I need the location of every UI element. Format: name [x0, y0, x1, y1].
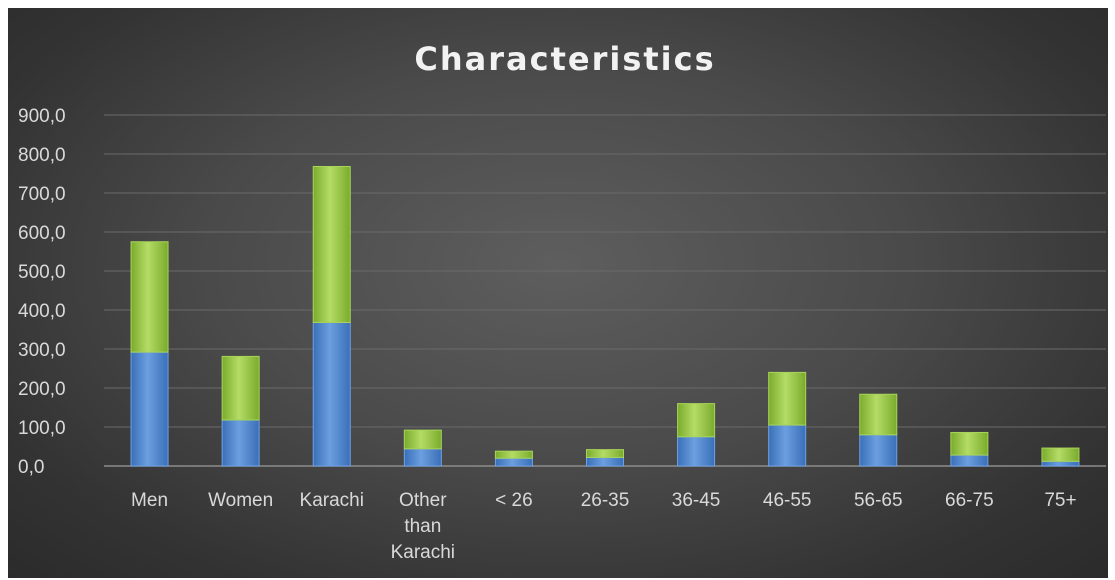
bar-segment-2 [130, 241, 169, 353]
y-tick-label: 700,0 [18, 184, 66, 205]
y-tick-label: 100,0 [18, 418, 66, 439]
bar-segment-2 [403, 429, 442, 450]
bar-segment-1 [312, 321, 351, 467]
category-label: 66-75 [945, 490, 994, 511]
x-axis-category-labels: Men Women Karachi Other than Karachi < 26 26-35… [131, 490, 1077, 563]
bar-segment-1 [494, 457, 533, 467]
y-axis-tick-labels: 0,0 100,0 200,0 300,0 400,0 500,0 600,0 700,0 80… [18, 106, 66, 478]
bar-segment-2 [768, 371, 807, 426]
bar-segment-1 [221, 419, 260, 467]
category-label: 26-35 [581, 490, 630, 511]
bar-segment-2 [859, 393, 898, 436]
category-label: 36-45 [672, 490, 721, 511]
y-tick-label: 800,0 [18, 145, 66, 166]
category-label: Karachi [300, 490, 364, 511]
y-tick-label: 400,0 [18, 301, 66, 322]
bar-segment-2 [586, 449, 624, 458]
category-label: < 26 [495, 490, 533, 511]
category-label: 75+ [1044, 490, 1076, 511]
bar-segment-1 [768, 424, 807, 467]
y-tick-label: 600,0 [18, 223, 66, 244]
category-label: Men [131, 490, 168, 511]
category-label: Other than Karachi [391, 490, 455, 563]
bar-segment-1 [859, 434, 898, 467]
category-label: 56-65 [854, 490, 903, 511]
bar-segment-2 [1041, 447, 1080, 462]
bar-segment-2 [221, 355, 260, 421]
bar-segment-2 [677, 403, 716, 438]
chart-title: Characteristics [414, 40, 715, 78]
category-label: Women [208, 490, 273, 511]
bar-segment-2 [950, 431, 989, 456]
category-label: 46-55 [763, 490, 812, 511]
gridlines [104, 114, 1106, 467]
chart-area: Characteristics 0,0 100,0 200,0 300,0 400,0 5… [8, 8, 1108, 578]
y-tick-label: 0,0 [18, 457, 44, 478]
bars [130, 165, 1080, 467]
bar-segment-2 [494, 450, 533, 459]
bar-segment-1 [403, 448, 442, 467]
bar-segment-1 [1041, 460, 1080, 467]
y-tick-label: 300,0 [18, 340, 66, 361]
y-tick-label: 900,0 [18, 106, 66, 127]
bar-segment-1 [130, 351, 169, 467]
bar-segment-1 [950, 454, 989, 467]
stacked-bar-chart: Characteristics 0,0 100,0 200,0 300,0 400,0 5… [18, 40, 1106, 563]
bar-segment-1 [586, 456, 624, 467]
bar-segment-1 [677, 436, 716, 467]
y-tick-label: 200,0 [18, 379, 66, 400]
y-tick-label: 500,0 [18, 262, 66, 283]
bar-segment-2 [312, 165, 351, 323]
